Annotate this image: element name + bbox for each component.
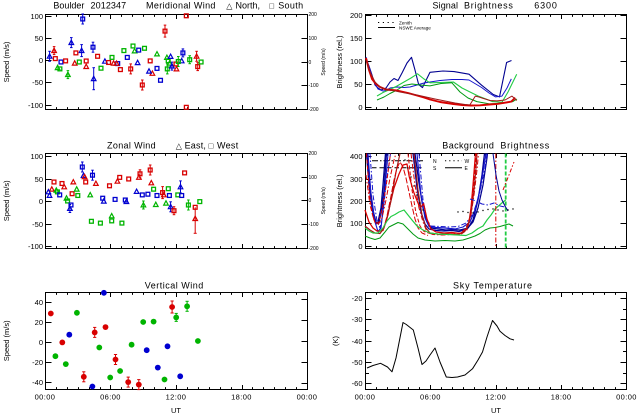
svg-text:6300: 6300 (534, 1, 557, 11)
svg-text:N: N (433, 159, 437, 165)
svg-text:40: 40 (35, 298, 43, 307)
svg-text:Zenith: Zenith (399, 20, 412, 25)
svg-text:200: 200 (350, 11, 363, 20)
svg-text:△: △ (226, 2, 233, 11)
svg-text:-200: -200 (309, 107, 319, 113)
svg-text:100: 100 (350, 219, 363, 228)
svg-text:E: E (465, 166, 469, 172)
svg-text:UT: UT (491, 406, 501, 415)
svg-text:00:00: 00:00 (355, 393, 376, 402)
svg-text:0: 0 (358, 103, 362, 112)
svg-text:-100: -100 (28, 242, 43, 251)
svg-text:Speed (m/s): Speed (m/s) (321, 48, 327, 76)
svg-text:100: 100 (30, 12, 43, 21)
svg-text:Brightness (rel.): Brightness (rel.) (335, 174, 344, 227)
svg-text:0: 0 (39, 338, 43, 347)
svg-text:-60: -60 (352, 379, 363, 388)
svg-text:0: 0 (39, 197, 43, 206)
svg-text:150: 150 (350, 34, 363, 43)
svg-text:-200: -200 (309, 246, 319, 252)
svg-text:-40: -40 (32, 378, 43, 387)
svg-text:Speed (m/s): Speed (m/s) (321, 187, 327, 215)
svg-text:-100: -100 (28, 101, 43, 110)
svg-text:Zonal Wind: Zonal Wind (107, 140, 156, 150)
svg-text:300: 300 (350, 175, 363, 184)
svg-text:12:00: 12:00 (485, 393, 506, 402)
svg-text:-50: -50 (32, 78, 43, 87)
svg-text:100: 100 (30, 152, 43, 161)
svg-text:-20: -20 (352, 294, 363, 303)
svg-text:South: South (278, 1, 303, 11)
svg-text:(K): (K) (331, 336, 340, 347)
svg-text:-40: -40 (352, 337, 363, 346)
svg-text:Sky Temperature: Sky Temperature (453, 280, 533, 290)
svg-text:Background: Background (442, 140, 494, 150)
svg-text:Vertical Wind: Vertical Wind (145, 280, 204, 290)
svg-text:Brightness: Brightness (464, 1, 514, 11)
svg-text:18:00: 18:00 (551, 393, 572, 402)
svg-text:00:00: 00:00 (616, 393, 637, 402)
svg-text:□: □ (209, 141, 214, 150)
svg-text:0: 0 (309, 60, 312, 66)
svg-text:UT: UT (171, 406, 181, 415)
svg-text:-30: -30 (352, 315, 363, 324)
svg-text:-100: -100 (309, 222, 319, 228)
svg-text:-50: -50 (32, 220, 43, 229)
svg-text:North,: North, (236, 1, 261, 11)
svg-text:400: 400 (350, 152, 363, 161)
svg-text:Speed (m/s): Speed (m/s) (2, 41, 11, 82)
svg-text:18:00: 18:00 (231, 393, 252, 402)
svg-text:Speed (m/s): Speed (m/s) (2, 320, 11, 361)
svg-text:00:00: 00:00 (297, 393, 318, 402)
svg-text:-20: -20 (32, 358, 43, 367)
svg-text:Signal: Signal (433, 1, 459, 11)
svg-text:100: 100 (350, 57, 363, 66)
svg-text:200: 200 (350, 197, 363, 206)
svg-text:50: 50 (35, 175, 43, 184)
svg-text:0: 0 (39, 56, 43, 65)
svg-text:East,: East, (185, 140, 207, 150)
svg-text:Boulder: Boulder (53, 1, 84, 11)
svg-text:Brightness: Brightness (500, 140, 550, 150)
svg-text:□: □ (269, 2, 274, 11)
svg-text:50: 50 (354, 80, 362, 89)
svg-text:West: West (217, 140, 239, 150)
svg-text:00:00: 00:00 (35, 393, 56, 402)
svg-text:100: 100 (309, 175, 318, 181)
svg-text:0: 0 (309, 198, 312, 204)
svg-text:Speed (m/s): Speed (m/s) (2, 180, 11, 221)
svg-text:20: 20 (35, 318, 43, 327)
svg-text:Brightness (rel.): Brightness (rel.) (335, 35, 344, 88)
svg-text:50: 50 (35, 34, 43, 43)
svg-text:-100: -100 (309, 83, 319, 89)
svg-text:△: △ (176, 141, 183, 150)
svg-text:06:00: 06:00 (100, 393, 121, 402)
svg-text:0: 0 (358, 242, 362, 251)
svg-text:-50: -50 (352, 358, 363, 367)
svg-text:200: 200 (309, 151, 318, 157)
svg-text:S: S (433, 166, 437, 172)
svg-text:12:00: 12:00 (166, 393, 187, 402)
svg-text:200: 200 (309, 12, 318, 18)
svg-text:2012347: 2012347 (91, 1, 127, 11)
svg-text:06:00: 06:00 (420, 393, 441, 402)
svg-text:W: W (465, 159, 470, 165)
svg-text:Meridional Wind: Meridional Wind (146, 1, 216, 11)
svg-text:100: 100 (309, 36, 318, 42)
svg-text:NSWE Average: NSWE Average (399, 25, 431, 30)
